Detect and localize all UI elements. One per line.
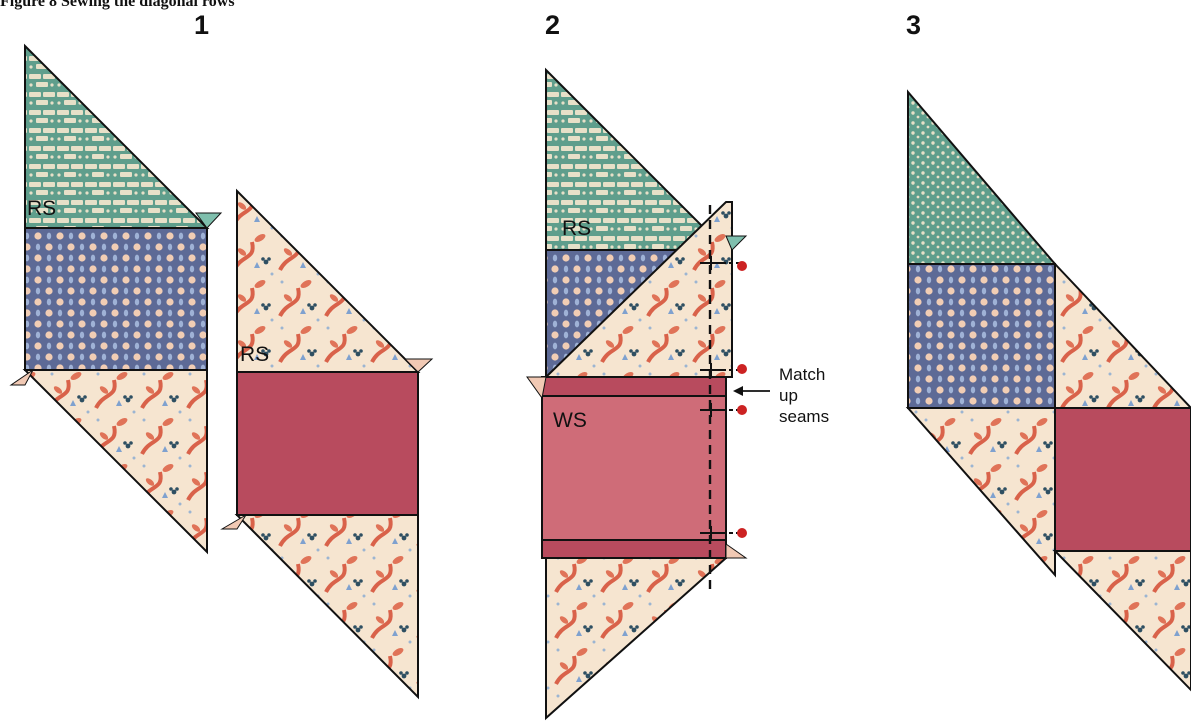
dog-ear-tip xyxy=(403,358,434,373)
dog-ear-tip xyxy=(195,212,223,229)
seam-allowance-strip xyxy=(541,539,727,559)
dog-ear-tip xyxy=(725,235,748,251)
floral-triangle-right-bottom xyxy=(1052,550,1191,692)
floral-triangle-left xyxy=(905,407,1056,578)
floral-triangle-left xyxy=(22,369,208,555)
right-side-label: RS xyxy=(562,217,591,240)
seam-match-markers xyxy=(700,256,740,540)
red-solid-square xyxy=(1054,407,1191,552)
blue-dotted-square xyxy=(907,263,1056,409)
cropped-figure-heading: Figure 8 Sewing the diagonal rows xyxy=(0,0,235,10)
floral-triangle-bottom xyxy=(545,557,729,721)
right-side-label: RS xyxy=(27,197,56,220)
dog-ear-tip xyxy=(9,369,34,386)
dog-ear-tip xyxy=(725,543,748,559)
green-dotted-triangle xyxy=(907,89,1058,265)
floral-triangle-right-bottom xyxy=(234,514,419,700)
match-seams-callout: Match up seams xyxy=(733,365,829,426)
red-solid-square xyxy=(236,371,419,516)
step-number-1: 1 xyxy=(194,10,210,40)
wrong-side-label: WS xyxy=(553,409,587,432)
blue-dotted-square xyxy=(24,227,208,371)
seam-allowance-strip xyxy=(541,376,727,397)
dog-ear-tip xyxy=(220,514,247,530)
seam-pins xyxy=(737,261,747,538)
right-side-label: RS xyxy=(240,343,269,366)
step-number-2: 2 xyxy=(545,10,561,40)
red-wrong-side-square xyxy=(541,376,727,559)
callout-text: Match xyxy=(779,365,825,384)
dog-ear-tip xyxy=(526,376,547,400)
step-3-group xyxy=(905,89,1191,692)
step-1-group: RS RS xyxy=(9,43,434,700)
floral-triangle-right-top xyxy=(1054,261,1191,409)
step-2-group: RS WS Match up seams xyxy=(526,67,829,721)
callout-text: up xyxy=(779,386,798,405)
step-number-3: 3 xyxy=(906,10,922,40)
arrow-icon xyxy=(733,386,743,396)
callout-text: seams xyxy=(779,407,829,426)
